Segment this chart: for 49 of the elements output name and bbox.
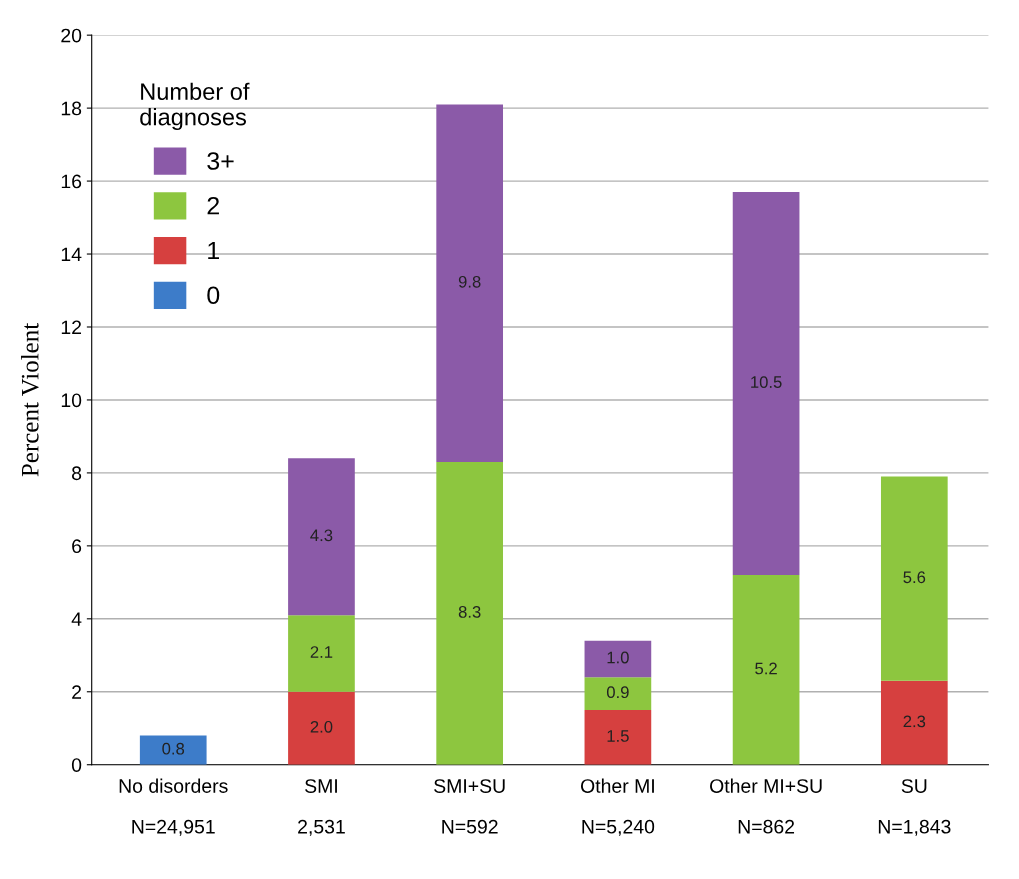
y-tick-label: 12 <box>61 320 82 335</box>
data-label: 2.0 <box>310 720 333 733</box>
bar <box>584 710 652 765</box>
bar <box>880 680 948 765</box>
data-label: 9.8 <box>458 275 481 288</box>
y-axis-title: Percent Violent <box>21 322 39 477</box>
bar <box>880 476 948 681</box>
data-label: 8.3 <box>458 606 481 618</box>
data-label: 1.5 <box>607 730 629 742</box>
legend-label: 2 <box>207 196 219 215</box>
bar <box>139 735 207 765</box>
y-tick-label: 14 <box>61 247 82 262</box>
data-label: 1.0 <box>607 651 629 664</box>
legend-label: 3+ <box>207 152 234 170</box>
bar <box>584 677 652 711</box>
y-tick-label: 16 <box>61 174 82 189</box>
legend-label: 0 <box>207 286 220 305</box>
category-label: SMI 2,531 <box>298 779 345 836</box>
data-label: 5.2 <box>755 662 777 675</box>
data-label: 4.3 <box>310 529 333 542</box>
data-label: 2.1 <box>310 646 333 658</box>
legend-label: 1 <box>208 241 219 260</box>
y-tick-label: 2 <box>72 685 82 699</box>
y-tick-label: 10 <box>61 393 82 408</box>
y-tick-label: 6 <box>72 539 82 554</box>
category-label: SU N=1,843 <box>878 779 951 836</box>
data-label: 5.6 <box>903 571 926 584</box>
y-tick-label: 4 <box>71 612 82 626</box>
bar <box>288 615 355 692</box>
bar <box>436 461 504 765</box>
bar <box>584 640 652 678</box>
legend-title: Number of diagnoses <box>140 82 250 131</box>
bar <box>732 575 800 765</box>
bar <box>732 192 800 576</box>
y-tick-label: 18 <box>61 101 82 116</box>
bar <box>288 691 355 765</box>
data-label: 0.9 <box>606 686 629 699</box>
y-tick-label: 0 <box>71 758 82 772</box>
data-label: 2.3 <box>903 715 926 728</box>
data-label: 0.8 <box>162 742 185 755</box>
category-label: Other MI+SU N=862 <box>710 778 822 834</box>
bar <box>436 104 504 462</box>
category-label: Other MI N=5,240 <box>580 778 655 836</box>
category-label: SMI+SU N=592 <box>434 779 505 834</box>
y-tick-label: 20 <box>61 28 82 43</box>
bar <box>288 458 355 616</box>
category-label: No disorders N=24,951 <box>119 778 228 836</box>
data-label: 10.5 <box>751 376 782 388</box>
y-tick-label: 8 <box>72 466 82 481</box>
